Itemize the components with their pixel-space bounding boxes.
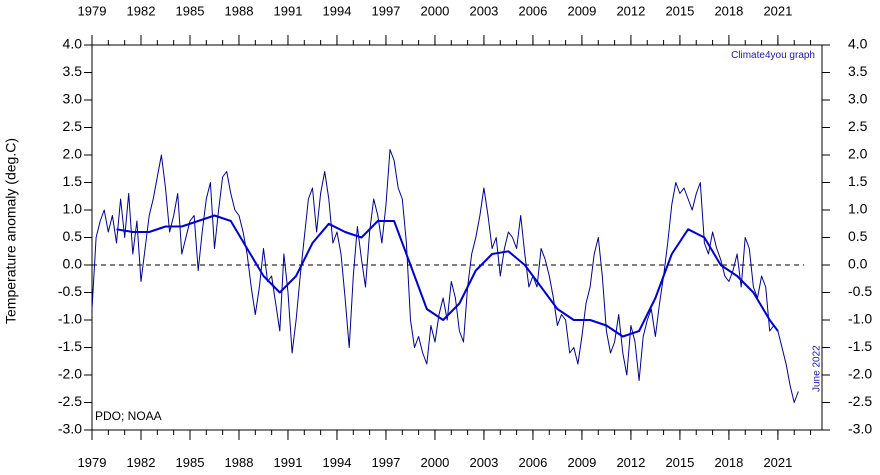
y-axis-title: Temperature anomaly (deg.C): [3, 138, 19, 324]
y-tick-label-right: 2.0: [848, 146, 868, 162]
y-tick-label: -0.5: [58, 283, 82, 299]
x-tick-label: 2003: [469, 455, 498, 470]
x-tick-label-top: 2006: [518, 3, 547, 18]
x-tick-label-top: 1997: [371, 3, 400, 18]
y-tick-label-right: -2.5: [848, 393, 872, 409]
series-line: [91, 149, 799, 403]
y-tick-label: -3.0: [58, 421, 82, 437]
x-tick-label: 1979: [78, 455, 107, 470]
y-tick-label-right: 3.0: [848, 91, 868, 107]
x-tick-label: 1985: [176, 455, 205, 470]
x-tick-label-top: 1979: [78, 3, 107, 18]
x-tick-label-top: 1991: [274, 3, 303, 18]
y-tick-label-right: -0.5: [848, 283, 872, 299]
x-tick-label: 2012: [616, 455, 645, 470]
x-tick-label: 2021: [763, 455, 792, 470]
x-tick-label: 2009: [567, 455, 596, 470]
x-tick-label: 2006: [518, 455, 547, 470]
x-tick-label-top: 1985: [176, 3, 205, 18]
x-tick-label-top: 1994: [323, 3, 352, 18]
x-tick-label: 1991: [274, 455, 303, 470]
y-tick-label-right: -2.0: [848, 366, 872, 382]
x-tick-label-top: 1982: [127, 3, 156, 18]
y-tick-label-right: 4.0: [848, 36, 868, 52]
y-tick-label-right: 0.0: [848, 256, 868, 272]
x-tick-label-top: 2003: [469, 3, 498, 18]
y-tick-label: -2.5: [58, 393, 82, 409]
y-tick-label: 2.5: [63, 118, 83, 134]
y-tick-label-right: 2.5: [848, 118, 868, 134]
y-tick-label: -1.0: [58, 311, 82, 327]
x-tick-label: 2015: [665, 455, 694, 470]
y-tick-label: 3.5: [63, 63, 83, 79]
y-tick-label: 4.0: [63, 36, 83, 52]
y-tick-label: -1.5: [58, 338, 82, 354]
y-tick-label: 1.5: [63, 173, 83, 189]
y-tick-label-right: 0.5: [848, 228, 868, 244]
credit: Climate4you graph: [731, 50, 815, 61]
y-tick-label-right: 3.5: [848, 63, 868, 79]
series-line: [116, 214, 779, 338]
x-tick-label-top: 2018: [714, 3, 743, 18]
x-tick-label: 1997: [371, 455, 400, 470]
x-tick-label-top: 2015: [665, 3, 694, 18]
source-note: PDO; NOAA: [95, 409, 162, 423]
y-tick-label: 0.5: [63, 228, 83, 244]
x-tick-label: 1988: [225, 455, 254, 470]
y-tick-label-right: -1.5: [848, 338, 872, 354]
x-tick-label-top: 2012: [616, 3, 645, 18]
x-tick-label: 1982: [127, 455, 156, 470]
y-tick-label-right: -1.0: [848, 311, 872, 327]
x-tick-label: 1994: [323, 455, 352, 470]
y-tick-label-right: 1.5: [848, 173, 868, 189]
y-tick-label-right: 1.0: [848, 201, 868, 217]
x-tick-label-top: 2021: [763, 3, 792, 18]
y-tick-label: 2.0: [63, 146, 83, 162]
y-tick-label: -2.0: [58, 366, 82, 382]
x-tick-label: 2000: [420, 455, 449, 470]
date-note: June 2022: [812, 345, 823, 392]
x-tick-label-top: 1988: [225, 3, 254, 18]
y-tick-label: 3.0: [63, 91, 83, 107]
y-tick-label: 1.0: [63, 201, 83, 217]
x-tick-label: 2018: [714, 455, 743, 470]
x-tick-label-top: 2009: [567, 3, 596, 18]
x-tick-label-top: 2000: [420, 3, 449, 18]
y-tick-label-right: -3.0: [848, 421, 872, 437]
y-tick-label: 0.0: [63, 256, 83, 272]
